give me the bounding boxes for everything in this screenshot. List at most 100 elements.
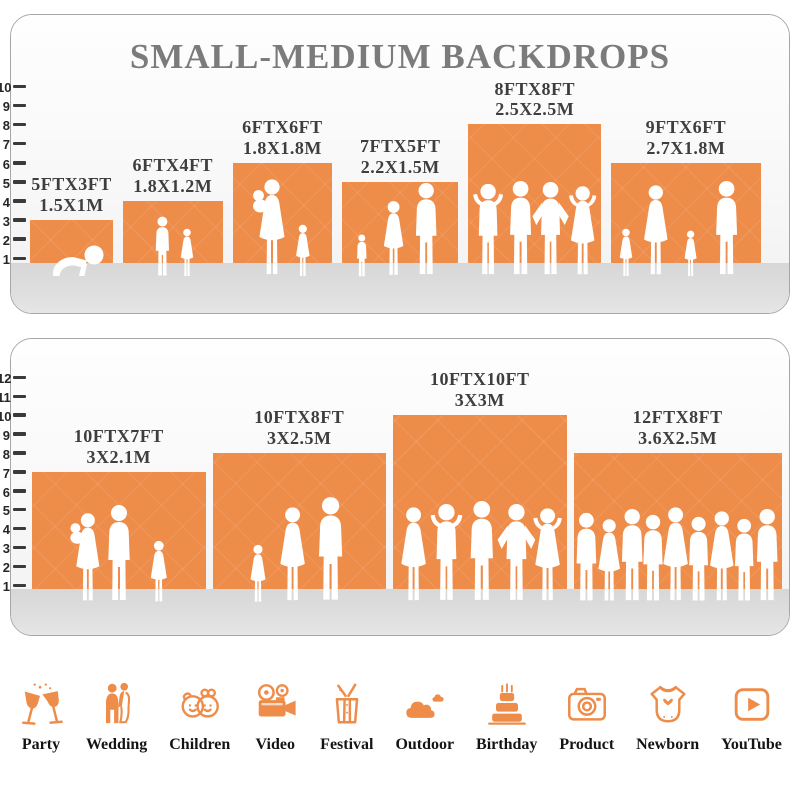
ruler-number: 1 xyxy=(2,579,10,594)
ruler-tick xyxy=(13,507,26,512)
backdrop-size-m: 3X2.1M xyxy=(86,446,151,467)
backdrop-size-m: 3X2.5M xyxy=(266,427,332,448)
ruler-number: 8 xyxy=(2,446,10,462)
ruler-tick xyxy=(13,161,26,165)
bottom-panel: 10FTX7FT 3X2.1M 10FTX8FT 3X2.5M 10FTX10FT 3X3… xyxy=(0,338,790,636)
backdrop-size-ft: 6FTX6FT xyxy=(242,116,323,137)
ruler-tick xyxy=(13,432,26,436)
backdrop-rect xyxy=(232,162,333,263)
backdrop-size-ft: 6FTX4FT xyxy=(132,154,214,175)
category-item-children: Children xyxy=(169,681,230,754)
backdrop-size-label: 5FTX3FT 1.5X1M xyxy=(31,174,112,216)
birthday-icon xyxy=(487,683,526,725)
backdrop-size-ft: 9FTX6FT xyxy=(645,116,727,137)
ruler-tick xyxy=(13,84,26,89)
woman-silhouette-icon xyxy=(273,506,312,604)
festival-icon xyxy=(335,683,359,724)
ruler-number: 12 xyxy=(0,371,12,387)
ruler-tick xyxy=(13,470,26,474)
girl-silhouette-icon xyxy=(246,544,270,604)
category-label: Outdoor xyxy=(395,736,455,753)
backdrop-size-m: 1.5X1M xyxy=(39,194,104,215)
category-label: Video xyxy=(255,736,295,753)
ruler-tick xyxy=(13,199,26,203)
backdrop-size-ft: 12FTX8FT xyxy=(632,406,723,427)
category-label: Birthday xyxy=(476,736,538,753)
backdrop-size-ft: 10FTX7FT xyxy=(73,425,164,446)
ruler-number: 2 xyxy=(2,560,10,576)
ruler-tick xyxy=(13,451,26,455)
girl-silhouette-icon xyxy=(681,230,700,278)
ruler-tick xyxy=(13,489,26,493)
ruler-number: 9 xyxy=(2,427,10,443)
mother-holding-baby-silhouette-icon xyxy=(245,178,291,278)
girl-silhouette-icon xyxy=(146,540,172,604)
outdoor-icon xyxy=(406,694,444,718)
backdrop-size-m: 3.6X2.5M xyxy=(638,427,718,448)
backdrop-size-ft: 10FTX8FT xyxy=(254,406,345,427)
woman-silhouette-icon xyxy=(637,184,675,278)
ruler-tick xyxy=(13,103,26,108)
man-silhouette-icon xyxy=(309,496,352,604)
ruler-tick xyxy=(13,237,26,241)
backdrop-size-label: 7FTX5FT 2.2X1.5M xyxy=(360,136,441,178)
woman-arms-up-silhouette-icon xyxy=(562,184,603,278)
ruler-number: 10 xyxy=(0,408,12,424)
ruler-number: 3 xyxy=(2,541,10,557)
category-item-wedding: Wedding xyxy=(86,681,147,754)
backdrop-size-m: 2.5X2.5M xyxy=(495,99,575,120)
category-label: Newborn xyxy=(636,736,700,753)
category-item-youtube: YouTube xyxy=(721,681,782,754)
category-item-outdoor: Outdoor xyxy=(395,681,454,754)
ruler-number: 8 xyxy=(2,118,10,134)
top-panel: SMALL-MEDIUM BACKDROPS 5FTX3FT 1.5X1M 6FTX… xyxy=(0,14,790,314)
wedding-icon xyxy=(105,682,130,724)
ruler-number: 2 xyxy=(2,232,10,248)
backdrop-size-label: 6FTX4FT 1.8X1.2M xyxy=(133,155,214,197)
ruler-number: 5 xyxy=(2,175,10,191)
backdrop-size-label: 12FTX8FT 3.6X2.5M xyxy=(633,407,723,449)
backdrop-rect xyxy=(123,200,223,263)
backdrop-size-m: 2.2X1.5M xyxy=(360,156,440,177)
ruler-tick xyxy=(13,375,26,380)
crawling-baby-silhouette-icon xyxy=(46,244,106,278)
category-row: Party Wedding Children Video xyxy=(0,650,800,754)
backdrop-size-label: 10FTX8FT 3X2.5M xyxy=(254,407,344,449)
backdrop-size-m: 2.7X1.8M xyxy=(646,137,726,158)
backdrop-size-label: 6FTX6FT 1.8X1.8M xyxy=(242,117,323,159)
man-silhouette-icon xyxy=(99,504,139,604)
woman-arms-up-silhouette-icon xyxy=(526,506,569,604)
backdrop-rect xyxy=(212,452,386,589)
backdrop-size-m: 1.8X1.2M xyxy=(133,175,213,196)
ruler-number: 6 xyxy=(2,156,10,172)
product-icon xyxy=(567,687,606,721)
ruler-tick xyxy=(13,564,26,569)
ruler-tick xyxy=(13,545,26,550)
category-label: Wedding xyxy=(85,736,148,753)
ruler-tick xyxy=(13,218,26,222)
category-item-product: Product xyxy=(559,681,614,754)
ruler-number: 1 xyxy=(2,252,10,267)
man-silhouette-icon xyxy=(707,180,746,278)
category-label: Party xyxy=(21,736,61,753)
backdrop-size-label: 8FTX8FT 2.5X2.5M xyxy=(495,79,576,121)
category-item-newborn: Newborn xyxy=(636,681,699,754)
ruler-number: 6 xyxy=(2,484,10,500)
backdrop-size-label: 10FTX7FT 3X2.1M xyxy=(74,426,164,468)
ruler-number: 4 xyxy=(2,194,10,210)
bottom-panel-canvas: 10FTX7FT 3X2.1M 10FTX8FT 3X2.5M 10FTX10FT 3X3… xyxy=(11,339,789,635)
category-label: Children xyxy=(169,736,231,753)
backdrop-size-label: 9FTX6FT 2.7X1.8M xyxy=(646,117,727,159)
category-label: Festival xyxy=(320,736,374,753)
ruler-number: 3 xyxy=(2,213,10,229)
girl-silhouette-icon xyxy=(292,224,314,278)
ruler-tick xyxy=(13,180,26,184)
ruler-number: 10 xyxy=(0,80,12,96)
girl-silhouette-icon xyxy=(177,228,197,278)
ruler-tick xyxy=(13,413,26,417)
ruler-number: 4 xyxy=(2,522,10,538)
top-panel-canvas: SMALL-MEDIUM BACKDROPS 5FTX3FT 1.5X1M 6FTX… xyxy=(11,15,789,313)
youtube-icon xyxy=(734,688,769,721)
woman-silhouette-icon xyxy=(378,200,409,278)
category-label: Product xyxy=(559,736,615,753)
